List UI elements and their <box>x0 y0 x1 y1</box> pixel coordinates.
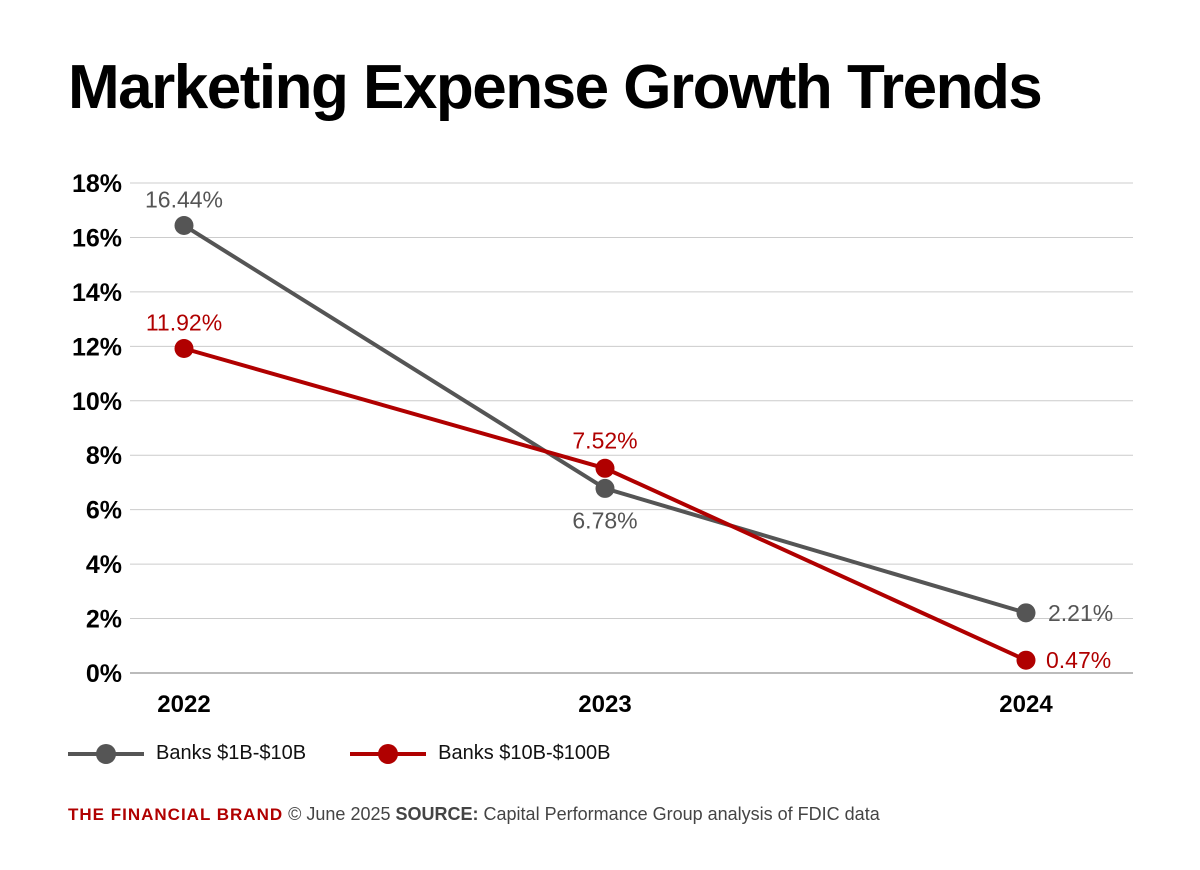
data-point <box>595 478 615 498</box>
legend-item-series-2: Banks $10B-$100B <box>350 742 610 765</box>
data-point <box>1016 650 1036 670</box>
data-label: 7.52% <box>572 427 637 453</box>
data-label: 6.78% <box>572 507 637 533</box>
y-tick-label: 8% <box>86 442 122 470</box>
data-label: 11.92% <box>146 310 222 336</box>
data-label: 0.47% <box>1046 647 1111 673</box>
y-tick-label: 0% <box>86 660 122 688</box>
data-label: 16.44% <box>145 186 223 212</box>
source-label: SOURCE: <box>395 804 479 824</box>
chart-title: Marketing Expense Growth Trends <box>68 53 1043 122</box>
y-tick-label: 4% <box>86 551 122 579</box>
y-tick-label: 18% <box>72 170 122 198</box>
x-tick-label: 2024 <box>999 691 1053 718</box>
y-tick-label: 10% <box>72 388 122 416</box>
y-tick-label: 16% <box>72 224 122 252</box>
x-tick-label: 2023 <box>578 691 631 718</box>
data-point <box>1016 603 1036 623</box>
data-point <box>174 339 194 359</box>
legend-label: Banks $1B-$10B <box>156 742 307 764</box>
data-point <box>174 215 194 235</box>
legend: Banks $1B-$10B Banks $10B-$100B <box>68 742 654 765</box>
data-label: 2.21% <box>1048 600 1113 626</box>
y-tick-label: 14% <box>72 279 122 307</box>
footer: THE FINANCIAL BRAND © June 2025 SOURCE: … <box>68 804 880 825</box>
y-tick-label: 6% <box>86 497 122 525</box>
source-text: Capital Performance Group analysis of FD… <box>483 804 880 824</box>
series-line <box>183 346 1027 663</box>
legend-swatch-red <box>350 743 427 764</box>
x-tick-label: 2022 <box>157 691 210 718</box>
brand-logo-text: THE FINANCIAL BRAND <box>68 805 284 824</box>
y-tick-label: 2% <box>86 606 122 634</box>
legend-item-series-1: Banks $1B-$10B <box>68 742 306 765</box>
legend-swatch-gray <box>68 743 144 764</box>
series-line <box>182 223 1027 615</box>
data-point <box>595 458 615 478</box>
legend-label: Banks $10B-$100B <box>438 742 611 764</box>
y-tick-label: 12% <box>72 333 122 361</box>
copyright-date: © June 2025 <box>288 804 391 824</box>
